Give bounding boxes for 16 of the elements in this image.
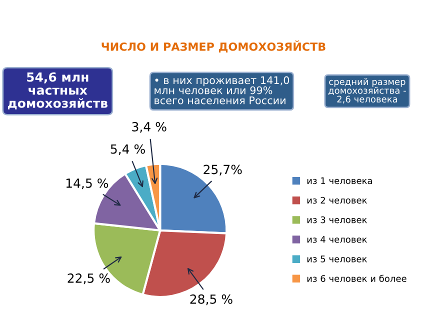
- text: 54,6 млн частных домохозяйств: [8, 72, 108, 110]
- data-label: 25,7%: [204, 164, 242, 176]
- legend-label: из 5 человек: [307, 256, 367, 262]
- data-label: 22,5 %: [68, 273, 110, 284]
- legend-label: из 3 человек: [307, 216, 367, 224]
- legend-label: из 6 человек и более: [307, 274, 406, 282]
- data-label: 5,4 %: [110, 144, 145, 156]
- legend-label: из 4 человек: [307, 236, 367, 243]
- legend-label: из 1 человека: [307, 177, 372, 184]
- text: • в них проживает 141,0 млн человек или 99% всего населения России: [154, 76, 290, 104]
- data-label: 14,5 %: [66, 178, 108, 190]
- data-label: 28,5 %: [190, 294, 232, 306]
- data-label: 3,4 %: [132, 122, 166, 133]
- legend-label: из 2 человек: [307, 196, 367, 204]
- chart-title: ЧИСЛО И РАЗМЕР ДОМОХОЗЯЙСТВ: [102, 40, 326, 52]
- text: средний размер домохозяйства - 2,6 человека: [328, 78, 406, 104]
